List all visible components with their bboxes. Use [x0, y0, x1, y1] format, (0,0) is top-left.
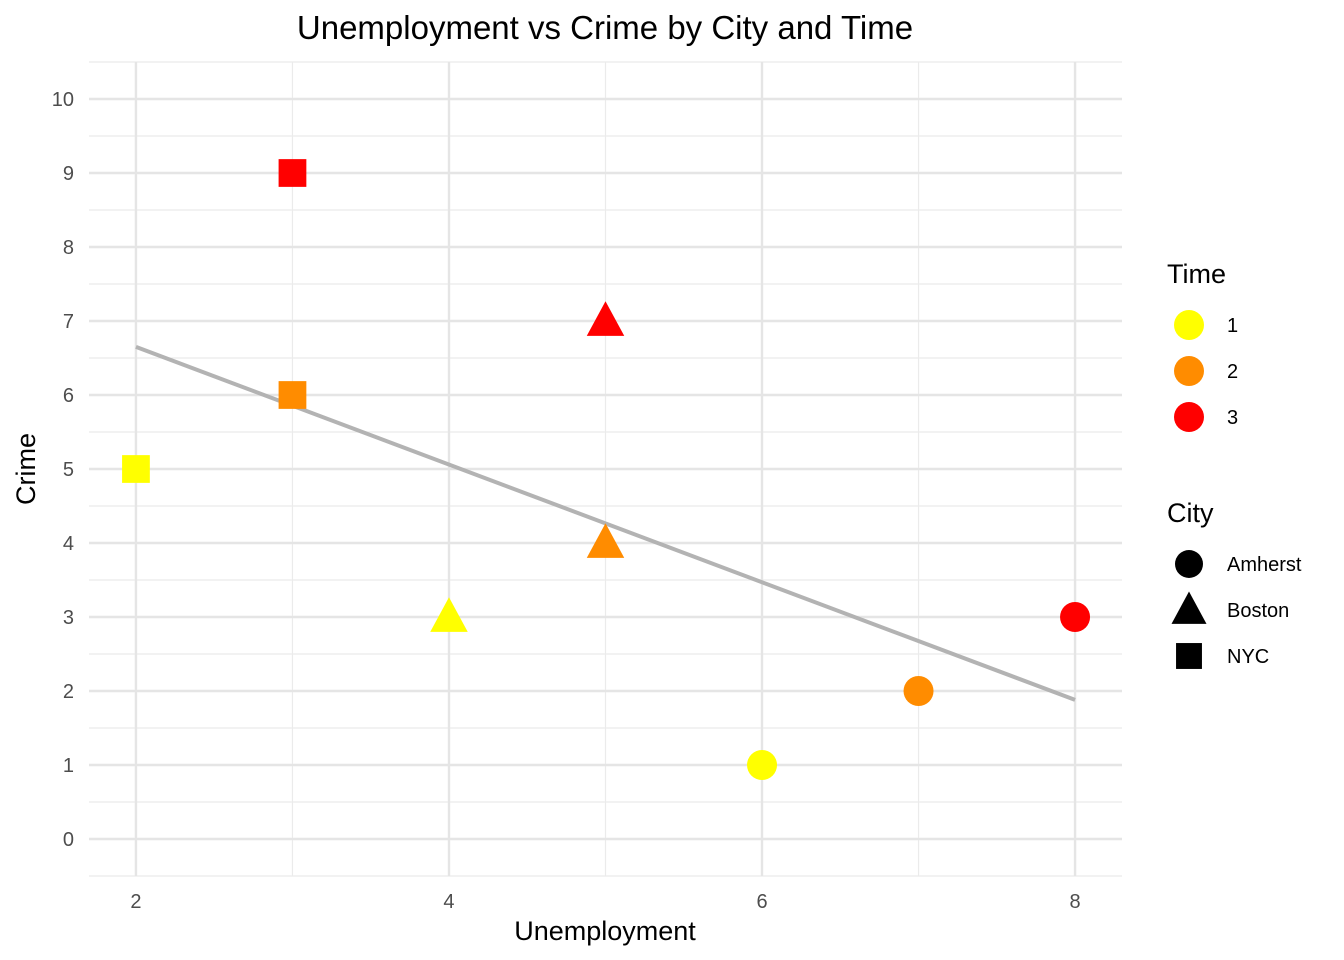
x-tick-label: 8 [1069, 891, 1080, 913]
legend-city-key [1171, 591, 1207, 624]
y-tick-label: 5 [63, 459, 74, 481]
legend-city-key [1175, 550, 1203, 578]
y-tick-label: 0 [63, 829, 74, 851]
data-point [430, 597, 468, 632]
y-tick-label: 4 [63, 533, 74, 555]
data-point [747, 750, 778, 780]
legend-time-key [1174, 310, 1204, 340]
y-tick-label: 8 [63, 237, 74, 259]
legend-city-label: Boston [1227, 600, 1289, 622]
legend-time-title: Time [1167, 259, 1226, 289]
data-point [278, 381, 307, 409]
y-tick-label: 9 [63, 163, 74, 185]
legend: Time 1 2 3 City Amherst Boston NYC [1167, 259, 1302, 669]
y-tick-label: 3 [63, 607, 74, 629]
legend-city-label: NYC [1227, 646, 1269, 668]
y-tick-label: 1 [63, 755, 74, 777]
chart-title: Unemployment vs Crime by City and Time [297, 9, 913, 46]
data-points [122, 159, 1091, 780]
legend-time-key [1174, 356, 1204, 386]
data-point [903, 676, 934, 706]
legend-time-key [1174, 402, 1204, 432]
x-tick-label: 6 [756, 891, 767, 913]
legend-time-label: 1 [1227, 315, 1238, 337]
legend-city-label: Amherst [1227, 554, 1302, 576]
data-point [1060, 602, 1091, 632]
x-tick-label: 2 [130, 891, 141, 913]
data-point [278, 159, 307, 187]
legend-time-label: 3 [1227, 407, 1238, 429]
legend-city-title: City [1167, 498, 1214, 528]
legend-time-label: 2 [1227, 361, 1238, 383]
y-tick-label: 7 [63, 311, 74, 333]
y-tick-label: 10 [52, 89, 74, 111]
y-axis-title: Crime [11, 433, 41, 505]
data-point [122, 455, 150, 483]
axis-ticks: 2 4 6 8 0 1 2 3 4 5 6 7 8 9 10 [52, 89, 1081, 913]
grid [89, 61, 1122, 877]
data-point [586, 301, 625, 336]
y-tick-label: 2 [63, 681, 74, 703]
x-tick-label: 4 [443, 891, 454, 913]
data-point [586, 523, 625, 558]
x-axis-title: Unemployment [514, 916, 696, 946]
legend-city-key [1176, 643, 1202, 669]
y-tick-label: 6 [63, 385, 74, 407]
